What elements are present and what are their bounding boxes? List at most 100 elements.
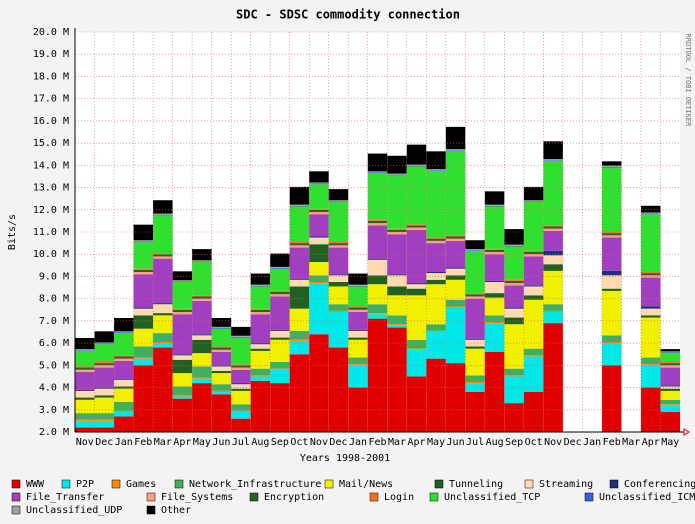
bar-segment bbox=[445, 307, 466, 364]
bar-segment bbox=[114, 410, 134, 412]
bar-segment bbox=[504, 245, 524, 247]
bar-segment bbox=[543, 141, 563, 160]
bar-segment bbox=[387, 175, 407, 229]
bar-segment bbox=[75, 349, 95, 351]
bar-segment bbox=[601, 165, 622, 167]
bar-segment bbox=[75, 427, 95, 432]
bar-segment bbox=[172, 359, 193, 374]
bar-segment bbox=[250, 350, 271, 369]
y-tick-label: 6.0 M bbox=[39, 338, 69, 349]
bar-segment bbox=[289, 308, 310, 331]
bar-segment bbox=[387, 228, 407, 230]
bar-segment bbox=[133, 272, 154, 275]
y-tick-label: 18.0 M bbox=[33, 71, 69, 82]
bar-segment bbox=[406, 288, 427, 296]
bar-segment bbox=[601, 161, 622, 166]
bar-segment bbox=[601, 232, 622, 234]
bar-segment bbox=[250, 343, 271, 345]
bar-segment bbox=[289, 205, 310, 207]
bar-segment bbox=[543, 304, 563, 311]
y-tick-label: 16.0 M bbox=[33, 116, 69, 127]
bar-segment bbox=[445, 240, 466, 268]
bar-segment bbox=[75, 338, 95, 350]
bar-segment bbox=[270, 292, 290, 295]
x-tick-label: Dec bbox=[564, 437, 582, 448]
bar-segment bbox=[601, 166, 622, 168]
bar-segment bbox=[94, 397, 115, 414]
bar-segment bbox=[172, 282, 193, 309]
bar-segment bbox=[192, 260, 212, 262]
bar-segment bbox=[367, 259, 388, 276]
bar-segment bbox=[660, 367, 680, 386]
bar-segment bbox=[465, 293, 485, 295]
bar-segment bbox=[328, 286, 349, 305]
bar-segment bbox=[192, 339, 212, 354]
legend-label: WWW bbox=[26, 479, 45, 490]
bar-segment bbox=[153, 256, 173, 259]
bar-segment bbox=[504, 375, 524, 377]
bar-segment bbox=[406, 229, 427, 284]
bar-segment bbox=[406, 227, 427, 230]
bar-segment bbox=[328, 201, 349, 202]
bar-segment bbox=[640, 212, 661, 214]
bar-segment bbox=[484, 280, 505, 282]
bar-segment bbox=[231, 388, 251, 391]
bar-segment bbox=[543, 264, 563, 271]
bar-segment bbox=[75, 366, 95, 368]
bar-segment bbox=[504, 376, 524, 404]
bar-segment bbox=[75, 389, 95, 391]
bar-segment bbox=[543, 250, 563, 256]
bar-segment bbox=[367, 258, 388, 260]
legend-label: Mail/News bbox=[339, 479, 393, 490]
legend-swatch bbox=[61, 479, 71, 489]
bar-segment bbox=[94, 362, 115, 364]
bar-segment bbox=[172, 308, 193, 310]
bar-segment bbox=[192, 366, 212, 378]
bar-segment bbox=[660, 412, 680, 432]
bar-segment bbox=[94, 367, 115, 388]
bar-segment bbox=[406, 224, 427, 226]
bar-segment bbox=[94, 363, 115, 366]
x-tick-label: Mar bbox=[622, 437, 640, 448]
bar-segment bbox=[192, 296, 212, 299]
bar-segment bbox=[309, 244, 329, 262]
bar-segment bbox=[484, 293, 505, 298]
x-tick-label: Apr bbox=[408, 437, 426, 448]
bar-segment bbox=[211, 384, 232, 391]
bar-segment bbox=[348, 286, 368, 307]
bar-segment bbox=[211, 346, 232, 348]
legend-swatch bbox=[11, 492, 21, 502]
bar-segment bbox=[231, 367, 251, 370]
bar-segment bbox=[94, 420, 115, 428]
bar-segment bbox=[445, 267, 466, 269]
bar-segment bbox=[504, 285, 524, 308]
bar-segment bbox=[543, 310, 563, 312]
legend-label: Unclassified_TCP bbox=[444, 492, 540, 503]
bar-segment bbox=[348, 285, 368, 287]
bar-segment bbox=[328, 245, 349, 248]
bar-segment bbox=[133, 358, 154, 366]
legend-swatch bbox=[524, 479, 534, 489]
bar-segment bbox=[640, 315, 661, 318]
bar-segment bbox=[640, 272, 661, 274]
bar-segment bbox=[133, 365, 154, 432]
bar-segment bbox=[484, 322, 505, 324]
y-tick-label: 13.0 M bbox=[33, 183, 69, 194]
bar-segment bbox=[387, 229, 407, 232]
bar-segment bbox=[387, 315, 407, 325]
bar-segment bbox=[465, 346, 485, 349]
legend-swatch bbox=[111, 479, 121, 489]
bar-segment bbox=[426, 330, 446, 332]
bar-segment bbox=[133, 346, 154, 358]
bar-segment bbox=[328, 310, 349, 312]
bar-segment bbox=[504, 324, 524, 369]
bar-segment bbox=[231, 365, 251, 368]
x-tick-label: Nov bbox=[310, 437, 328, 448]
y-tick-label: 5.0 M bbox=[39, 360, 69, 371]
bar-segment bbox=[192, 262, 212, 296]
bar-segment bbox=[504, 317, 524, 325]
bar-segment bbox=[504, 280, 524, 284]
x-tick-label: Jun bbox=[212, 437, 230, 448]
bar-segment bbox=[445, 306, 466, 308]
bar-segment bbox=[504, 246, 524, 280]
